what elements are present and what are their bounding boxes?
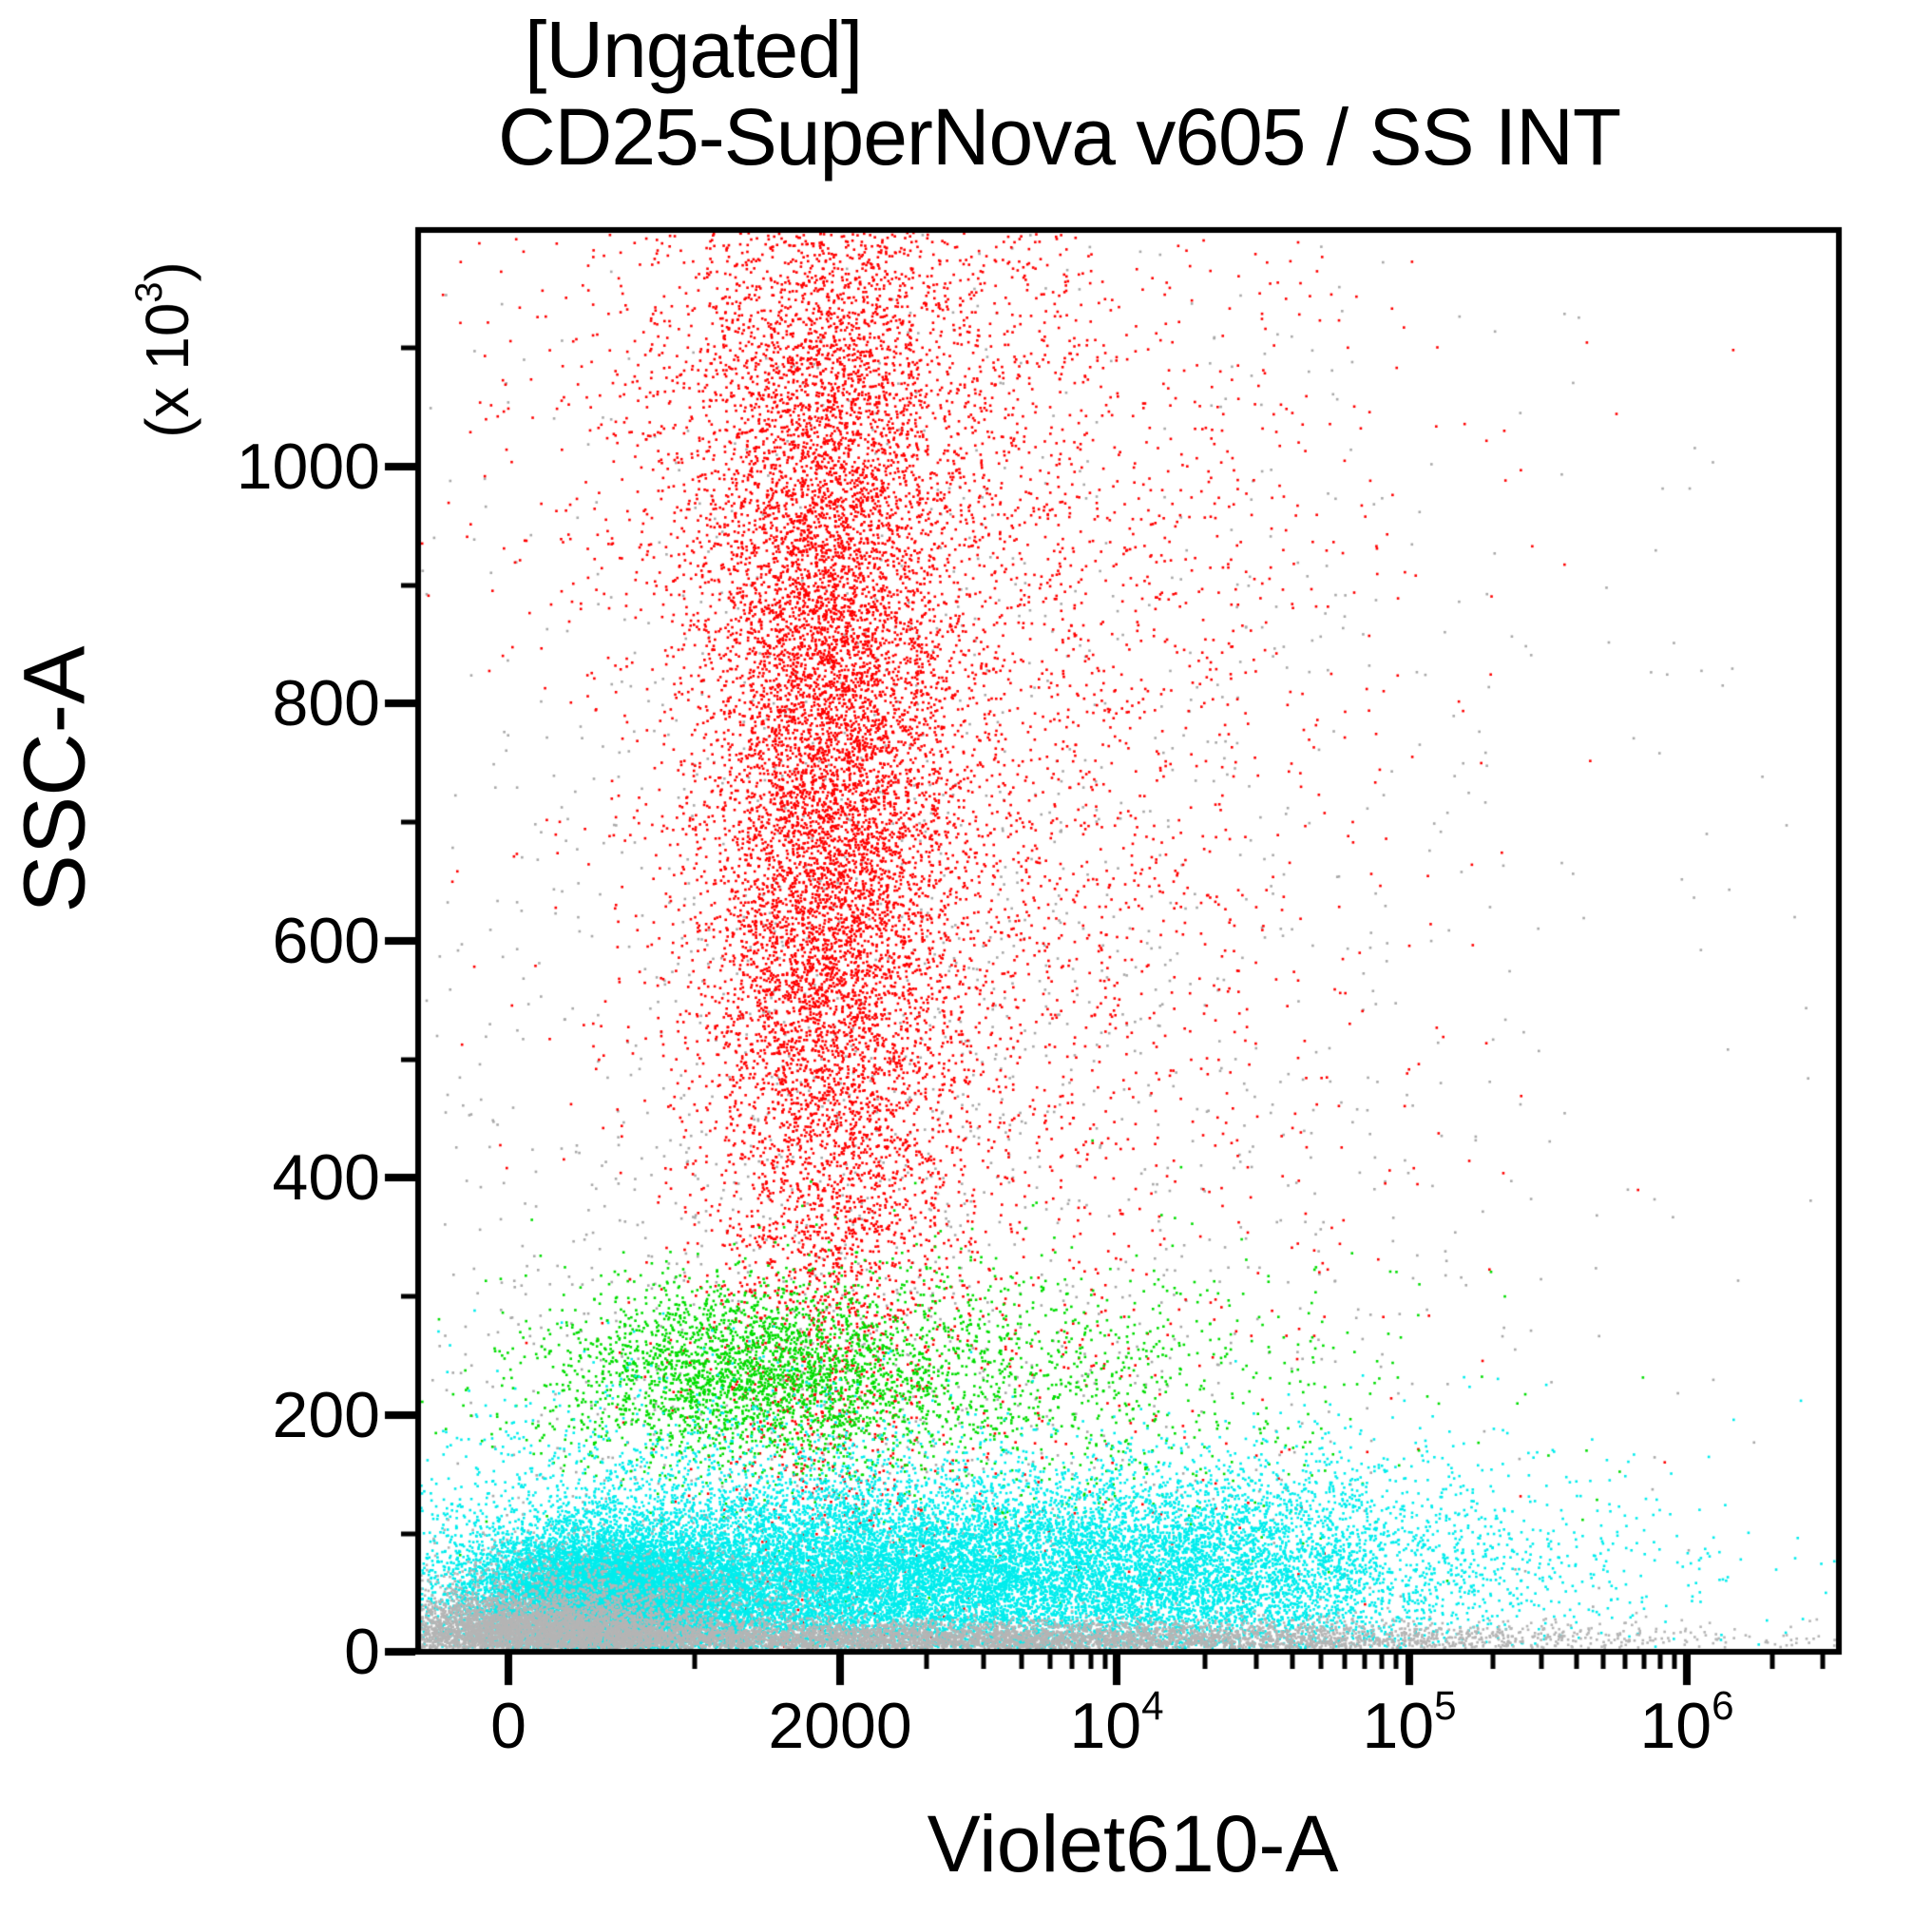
- y-tick-label: 0: [344, 1616, 380, 1688]
- x-tick-label: 105: [1362, 1683, 1457, 1762]
- x-tick-label: 0: [490, 1690, 526, 1762]
- x-tick-label: 106: [1639, 1683, 1734, 1762]
- y-axis-unit-label: (x 103): [127, 261, 201, 438]
- x-axis-label: Violet610-A: [927, 1799, 1339, 1888]
- y-tick-label: 200: [272, 1379, 380, 1451]
- y-tick-label: 600: [272, 905, 380, 977]
- plot-gate-title: [Ungated]: [525, 5, 863, 94]
- y-tick-label: 800: [272, 667, 380, 739]
- y-tick-label: 400: [272, 1141, 380, 1214]
- y-tick-label: 1000: [236, 431, 380, 503]
- x-tick-label: 2000: [768, 1690, 912, 1762]
- plot-parameters-title: CD25-SuperNova v605 / SS INT: [498, 92, 1621, 182]
- x-tick-label: 104: [1069, 1683, 1164, 1762]
